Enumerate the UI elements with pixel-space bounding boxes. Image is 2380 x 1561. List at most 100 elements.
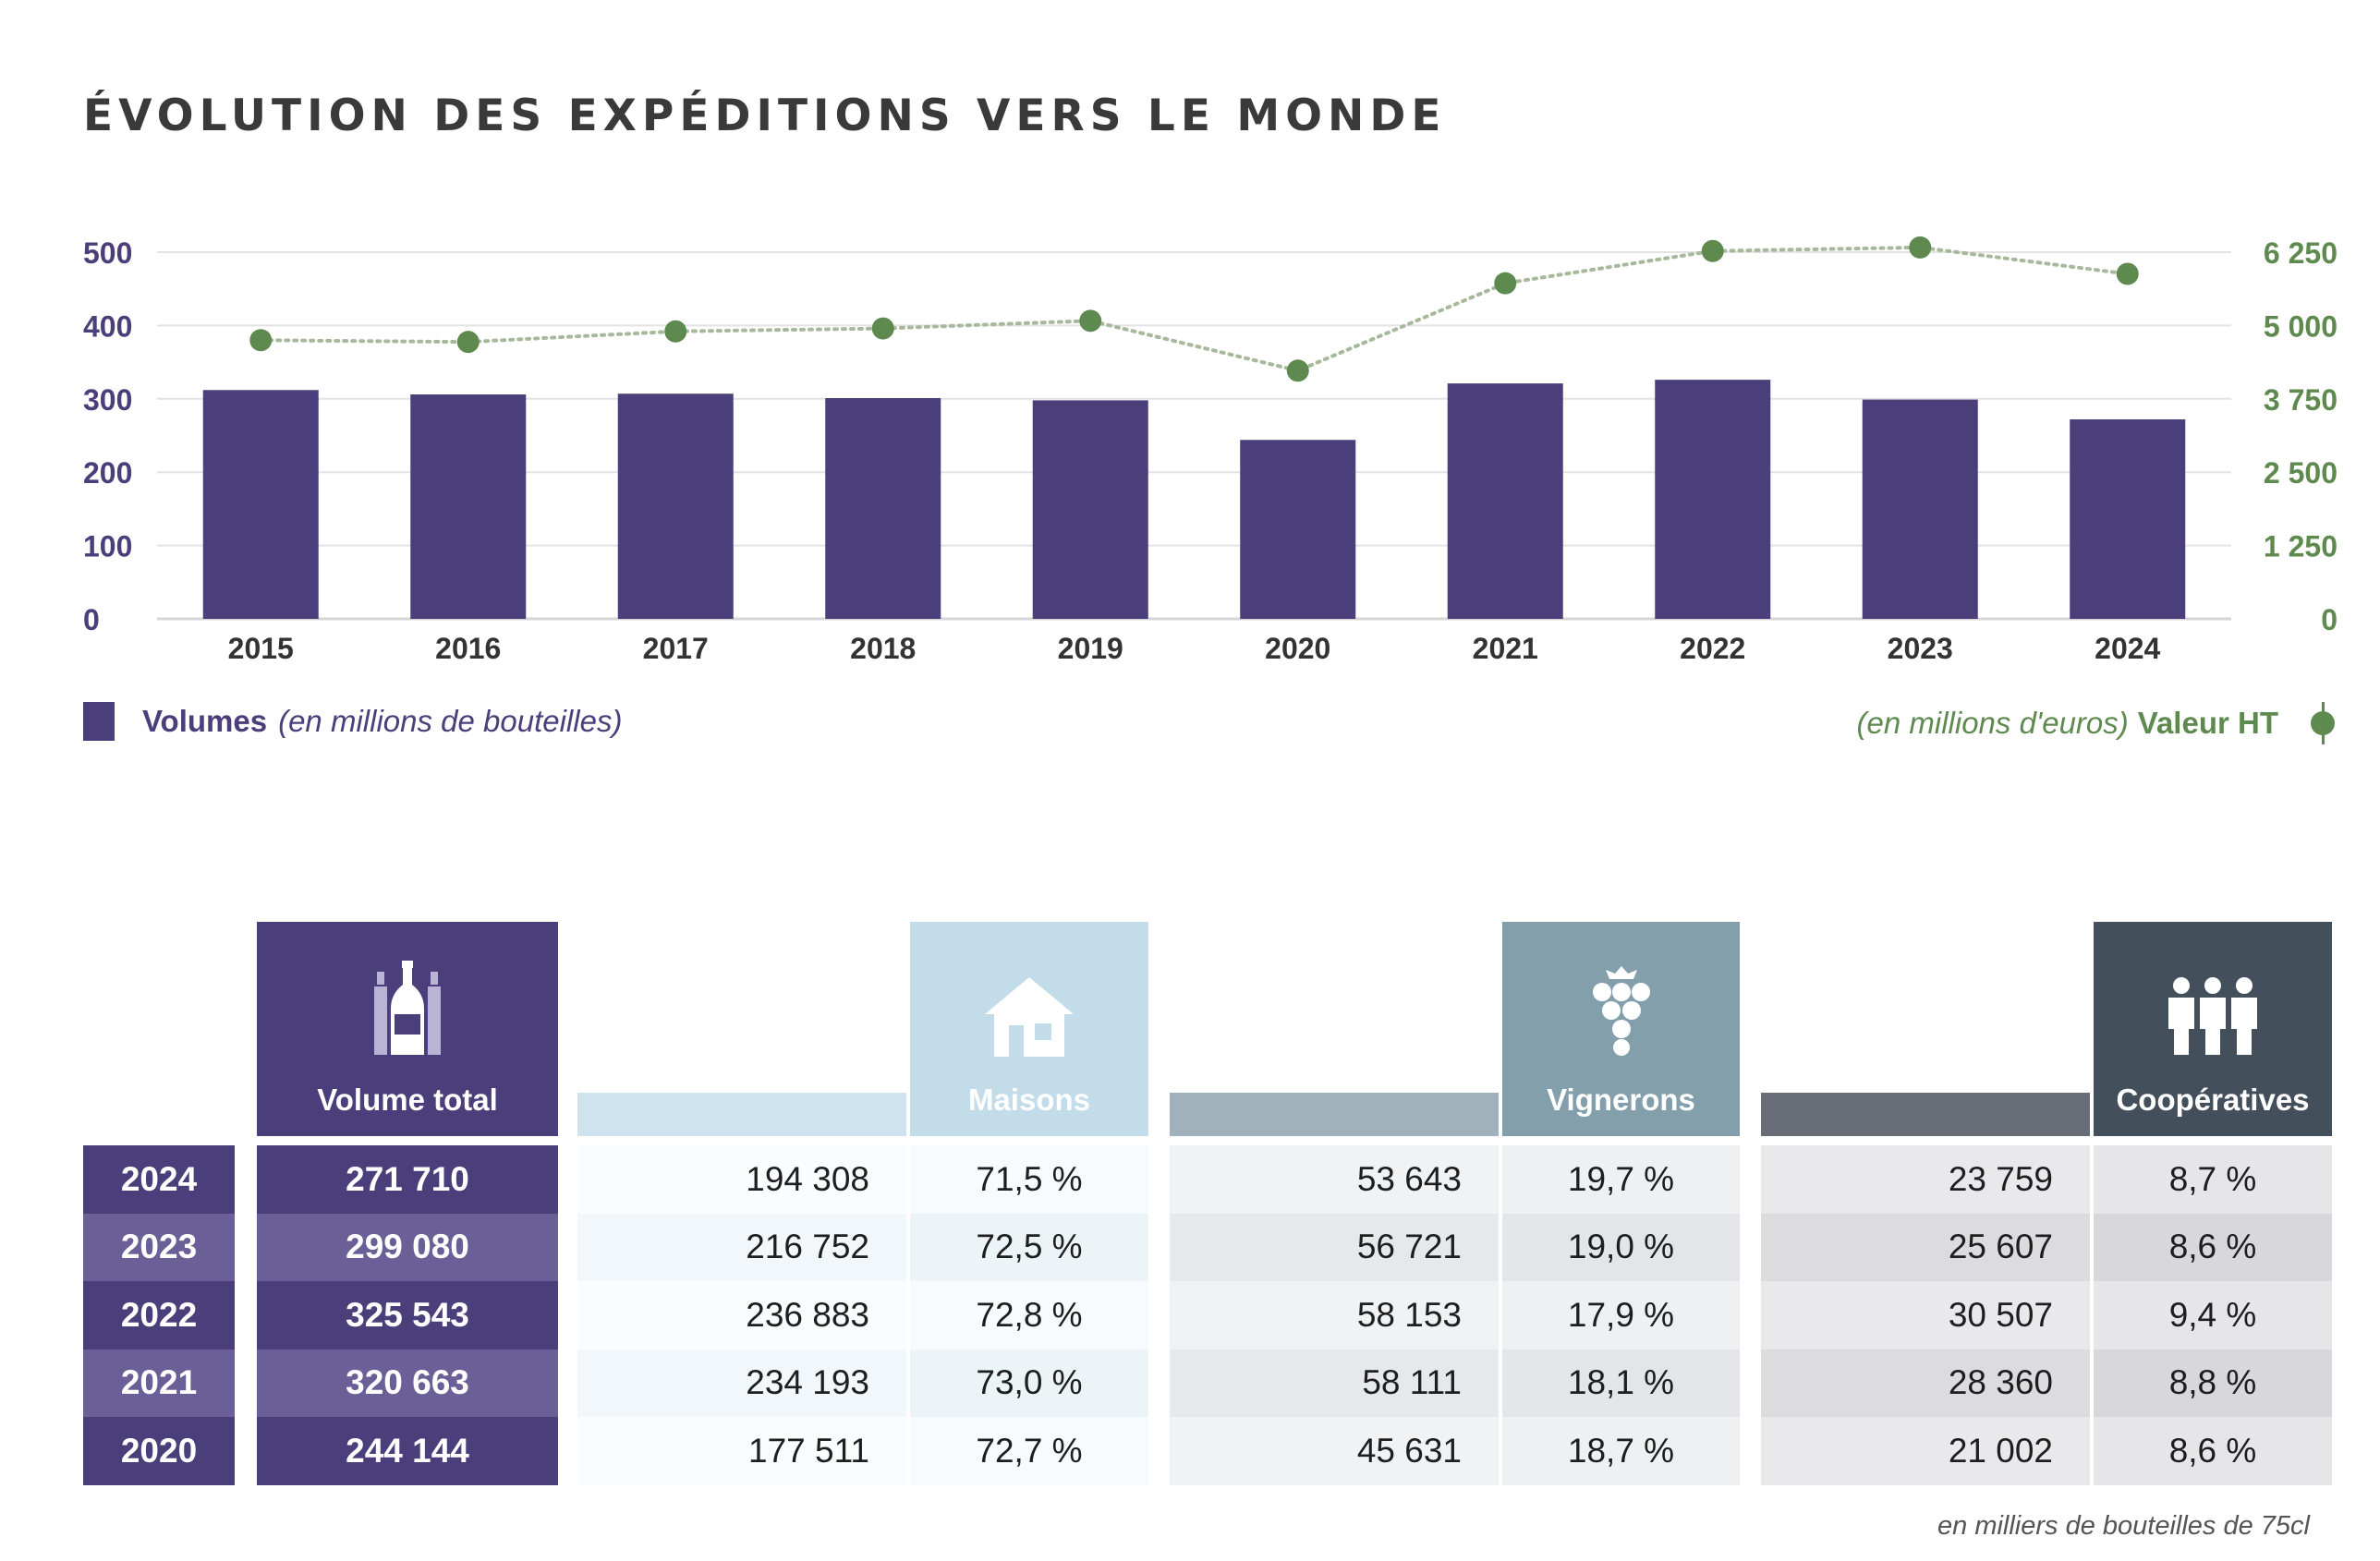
value-point xyxy=(1701,239,1724,262)
cell-year: 2021 xyxy=(83,1349,235,1417)
cell-maisons: 216 752 xyxy=(577,1213,906,1281)
cell-vignerons-pct: 19,0 % xyxy=(1502,1213,1740,1281)
cell-cooperatives-pct: 8,7 % xyxy=(2094,1145,2332,1214)
header-maisons-label: Maisons xyxy=(967,1083,1091,1117)
legend-volumes: Volumes (en millions de bouteilles) xyxy=(83,702,622,741)
cell-vignerons: 56 721 xyxy=(1170,1213,1499,1281)
y-left-tick-label: 200 xyxy=(83,456,132,490)
x-tick-label: 2020 xyxy=(1265,632,1330,665)
volume-bars xyxy=(202,380,2186,619)
cell-cooperatives: 23 759 xyxy=(1761,1145,2090,1214)
cell-vignerons: 45 631 xyxy=(1170,1417,1499,1485)
y-right-tick-label: 3 750 xyxy=(2264,383,2338,417)
volume-bar xyxy=(617,393,734,619)
cell-vignerons-pct: 17,9 % xyxy=(1502,1281,1740,1349)
cooperatives-strip xyxy=(1761,1093,2090,1136)
people-icon xyxy=(2168,977,2257,1055)
cell-vignerons-pct: 19,7 % xyxy=(1502,1145,1740,1214)
header-volume-total-label: Volume total xyxy=(317,1083,498,1117)
x-tick-label: 2019 xyxy=(1058,632,1123,665)
value-point xyxy=(664,320,687,343)
legend-swatch-volumes xyxy=(83,702,115,741)
cell-maisons: 177 511 xyxy=(577,1417,906,1485)
cell-cooperatives: 25 607 xyxy=(1761,1213,2090,1281)
cell-cooperatives: 30 507 xyxy=(1761,1281,2090,1349)
vignerons-strip xyxy=(1170,1093,1499,1136)
header-cooperatives-label: Coopératives xyxy=(2116,1083,2310,1117)
x-tick-label: 2021 xyxy=(1473,632,1538,665)
grapes-icon xyxy=(1592,966,1650,1056)
x-tick-label: 2017 xyxy=(643,632,709,665)
cell-vignerons: 58 153 xyxy=(1170,1281,1499,1349)
y-left-tick-label: 300 xyxy=(83,383,132,417)
volume-bar xyxy=(825,398,941,619)
cell-maisons: 236 883 xyxy=(577,1281,906,1349)
cell-year: 2020 xyxy=(83,1417,235,1485)
volume-bar xyxy=(2070,419,2186,619)
cell-vignerons: 53 643 xyxy=(1170,1145,1499,1214)
cell-year: 2023 xyxy=(83,1213,235,1281)
value-point xyxy=(456,331,480,354)
volume-bar xyxy=(1447,383,1563,619)
cell-cooperatives: 21 002 xyxy=(1761,1417,2090,1485)
table-footnote: en milliers de bouteilles de 75cl xyxy=(1937,1511,2310,1541)
cell-cooperatives-pct: 8,8 % xyxy=(2094,1349,2332,1417)
value-point xyxy=(1286,359,1309,382)
x-tick-label: 2022 xyxy=(1680,632,1745,665)
y-right-tick-label: 5 000 xyxy=(2264,309,2338,343)
x-tick-label: 2018 xyxy=(850,632,916,665)
cell-volume-total: 271 710 xyxy=(257,1145,558,1214)
cell-year: 2022 xyxy=(83,1281,235,1349)
cell-cooperatives-pct: 8,6 % xyxy=(2094,1417,2332,1485)
volume-bar xyxy=(1032,400,1148,619)
y-right-tick-label: 6 250 xyxy=(2264,236,2338,270)
y-right-tick-label: 0 xyxy=(2321,603,2338,636)
volume-bar xyxy=(410,394,527,619)
volume-bar xyxy=(202,390,319,619)
cell-maisons-pct: 73,0 % xyxy=(910,1349,1148,1417)
legend-value-label: Valeur HT xyxy=(2137,706,2278,740)
chart-title: ÉVOLUTION DES EXPÉDITIONS VERS LE MONDE xyxy=(83,91,1447,141)
value-point xyxy=(871,317,894,340)
x-tick-label: 2016 xyxy=(435,632,501,665)
legend-volumes-label: Volumes xyxy=(142,704,268,738)
cell-volume-total: 299 080 xyxy=(257,1213,558,1281)
header-maisons: Maisons xyxy=(910,922,1148,1136)
y-left-tick-label: 500 xyxy=(83,236,132,270)
y-right-tick-label: 1 250 xyxy=(2264,530,2338,563)
y-right-tick-label: 2 500 xyxy=(2264,456,2338,490)
cell-vignerons: 58 111 xyxy=(1170,1349,1499,1417)
cell-maisons-pct: 72,7 % xyxy=(910,1417,1148,1485)
axes: 0 0 100 1 250 200 2 500 300 3 750 400 5 000 500 6 2… xyxy=(83,236,2338,665)
value-line xyxy=(249,236,2139,382)
cell-maisons-pct: 72,8 % xyxy=(910,1281,1148,1349)
legend-marker-icon xyxy=(2310,702,2336,744)
cell-cooperatives-pct: 8,6 % xyxy=(2094,1213,2332,1281)
legend-volumes-unit: (en millions de bouteilles) xyxy=(278,704,623,738)
combo-chart: 0 0 100 1 250 200 2 500 300 3 750 400 5 000 500 6 2… xyxy=(83,236,2338,665)
cell-vignerons-pct: 18,1 % xyxy=(1502,1349,1740,1417)
value-point xyxy=(1079,309,1102,333)
volume-bar xyxy=(1862,399,1978,619)
x-tick-label: 2015 xyxy=(228,632,294,665)
cell-vignerons-pct: 18,7 % xyxy=(1502,1417,1740,1485)
x-tick-label: 2023 xyxy=(1888,632,1953,665)
value-line-path xyxy=(259,245,2130,373)
cell-maisons-pct: 71,5 % xyxy=(910,1145,1148,1214)
value-point xyxy=(1494,272,1517,295)
header-vignerons: Vignerons xyxy=(1502,922,1740,1136)
volume-bar xyxy=(1655,380,1771,619)
cell-maisons: 234 193 xyxy=(577,1349,906,1417)
maisons-strip xyxy=(577,1093,906,1136)
house-icon xyxy=(985,977,1074,1057)
cell-maisons: 194 308 xyxy=(577,1145,906,1214)
legend-value: (en millions d'euros) Valeur HT xyxy=(1857,702,2336,744)
cell-volume-total: 320 663 xyxy=(257,1349,558,1417)
header-vignerons-label: Vignerons xyxy=(1547,1083,1695,1117)
legend-value-unit: (en millions d'euros) xyxy=(1856,706,2129,740)
cell-volume-total: 325 543 xyxy=(257,1281,558,1349)
cell-maisons-pct: 72,5 % xyxy=(910,1213,1148,1281)
header-cooperatives: Coopératives xyxy=(2094,922,2332,1136)
volume-bar xyxy=(1240,440,1356,619)
y-left-tick-label: 100 xyxy=(83,530,132,563)
